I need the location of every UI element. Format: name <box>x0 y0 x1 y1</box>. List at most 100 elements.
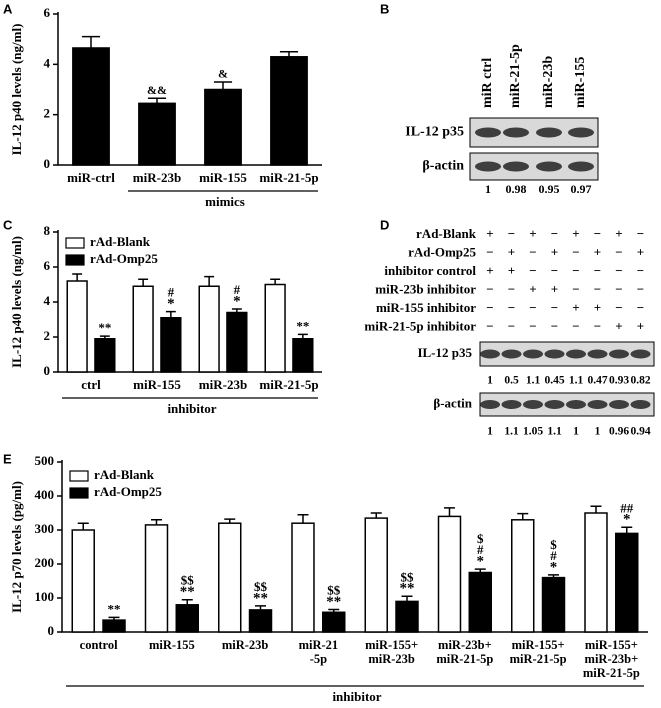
condition-label: miR-21-5p inhibitor <box>364 318 476 333</box>
panel-letter: D <box>380 217 389 232</box>
condition-sign: + <box>594 300 601 315</box>
error-bar <box>279 51 299 57</box>
bar <box>437 515 462 633</box>
x-tick-label: miR-155+ <box>512 638 565 652</box>
y-tick-label: 4 <box>44 55 51 70</box>
condition-sign: + <box>594 244 601 259</box>
x-tick-label: miR-21 <box>299 638 339 652</box>
condition-sign: − <box>529 300 536 315</box>
bar <box>144 524 169 633</box>
y-tick-label: 2 <box>44 328 51 343</box>
band <box>568 127 594 138</box>
condition-sign: + <box>572 226 579 241</box>
x-tick-label: miR-155+ <box>585 638 638 652</box>
significance-mark: $ <box>550 537 557 552</box>
panel-letter: A <box>3 1 13 16</box>
bar <box>364 517 388 633</box>
panel-letter: B <box>380 1 389 16</box>
y-tick-label: 4 <box>44 293 51 308</box>
condition-sign: + <box>551 244 558 259</box>
density-value: 1.1 <box>547 426 562 438</box>
significance-mark: ** <box>180 584 195 600</box>
condition-sign: − <box>594 226 601 241</box>
condition-label: miR-155 inhibitor <box>376 300 476 315</box>
condition-sign: − <box>551 263 558 278</box>
band <box>544 400 565 409</box>
y-tick-label: 100 <box>35 589 55 604</box>
significance-mark: & <box>218 67 228 81</box>
y-axis-label: IL-12 p40 levels (ng/ml) <box>9 236 24 368</box>
x-tick-label: miR-23b <box>222 638 269 652</box>
condition-sign: + <box>486 263 493 278</box>
error-bar <box>401 595 413 602</box>
condition-label: rAd-Blank <box>416 226 477 241</box>
density-value: 0.47 <box>587 375 607 387</box>
significance-mark: * <box>623 512 631 528</box>
lane-label: miR-23b <box>541 56 556 108</box>
significance-mark: # <box>477 542 484 557</box>
condition-sign: + <box>572 300 579 315</box>
bar <box>248 609 273 633</box>
legend-label: rAd-Omp25 <box>94 484 162 499</box>
error-bar <box>328 608 340 613</box>
condition-sign: + <box>615 226 622 241</box>
band <box>566 349 586 359</box>
bar <box>175 604 199 633</box>
density-value: 1 <box>595 426 601 438</box>
band <box>501 349 522 359</box>
error-bar <box>108 616 120 621</box>
significance-mark: * <box>233 293 241 309</box>
condition-sign: − <box>529 318 536 333</box>
y-tick-label: 2 <box>44 106 51 121</box>
error-bar <box>147 97 167 104</box>
condition-sign: + <box>508 244 515 259</box>
band <box>587 400 608 409</box>
condition-sign: − <box>508 281 515 296</box>
condition-sign: − <box>572 244 579 259</box>
condition-sign: + <box>529 281 536 296</box>
density-value: 0.98 <box>506 182 527 196</box>
condition-sign: − <box>551 300 558 315</box>
bar <box>226 311 248 373</box>
bar <box>270 56 308 166</box>
condition-sign: − <box>615 300 622 315</box>
error-bar <box>99 335 110 339</box>
density-value: 1 <box>485 182 491 196</box>
significance-mark: ** <box>108 601 121 616</box>
error-bar <box>204 275 215 287</box>
legend-swatch <box>69 470 89 482</box>
condition-sign: − <box>594 318 601 333</box>
density-value: 0.96 <box>609 426 629 438</box>
bar <box>468 571 492 633</box>
significance-mark: * <box>477 554 485 570</box>
error-bar <box>231 308 242 313</box>
y-tick-label: 6 <box>44 258 51 273</box>
bar <box>72 47 110 166</box>
bar <box>94 338 116 373</box>
row-label: IL-12 p35 <box>417 345 472 360</box>
condition-sign: − <box>637 300 644 315</box>
condition-label: rAd-Omp25 <box>408 244 476 259</box>
bar <box>66 280 88 373</box>
condition-sign: + <box>486 226 493 241</box>
x-tick-label: miR-21-5p <box>259 170 318 185</box>
panel-letter: E <box>3 451 12 466</box>
band <box>523 349 543 359</box>
x-tick-label: miR-23b <box>133 170 181 185</box>
condition-sign: + <box>615 318 622 333</box>
bar <box>291 522 315 633</box>
condition-sign: − <box>615 281 622 296</box>
condition-sign: − <box>615 263 622 278</box>
condition-sign: − <box>486 300 493 315</box>
y-tick-label: 500 <box>35 453 55 468</box>
condition-sign: − <box>615 244 622 259</box>
x-tick-label: miR-23b <box>199 377 247 392</box>
condition-sign: − <box>637 263 644 278</box>
density-value: 1 <box>487 426 493 438</box>
significance-mark: $$ <box>327 583 341 598</box>
y-tick-label: 400 <box>35 487 55 502</box>
density-value: 1 <box>573 426 579 438</box>
significance-mark: ** <box>253 590 268 606</box>
lane-label: miR-21-5p <box>508 44 523 108</box>
significance-mark: $$ <box>401 569 415 584</box>
